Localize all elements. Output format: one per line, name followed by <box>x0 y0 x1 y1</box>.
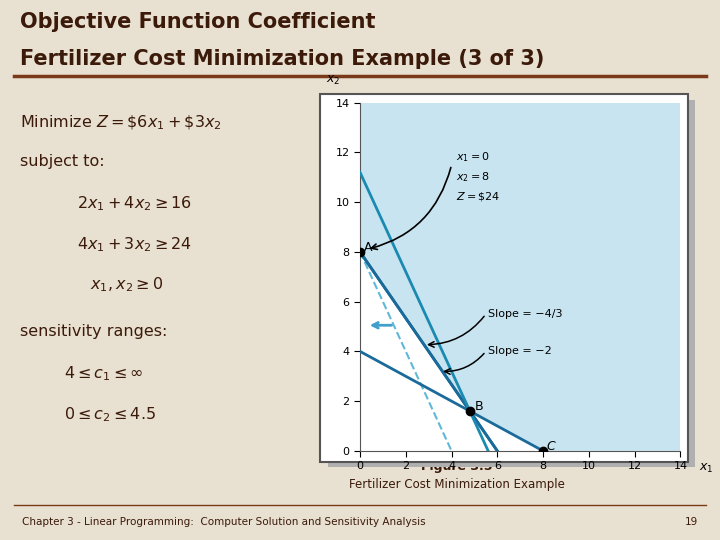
Polygon shape <box>360 103 680 451</box>
Text: C: C <box>546 440 555 453</box>
Text: Slope = −2: Slope = −2 <box>488 346 552 356</box>
Text: Chapter 3 - Linear Programming:  Computer Solution and Sensitivity Analysis: Chapter 3 - Linear Programming: Computer… <box>22 517 426 527</box>
Text: A: A <box>364 241 372 254</box>
Text: $4 \leq c_1 \leq \infty$: $4 \leq c_1 \leq \infty$ <box>64 364 144 383</box>
Text: Fertilizer Cost Minimization Example (3 of 3): Fertilizer Cost Minimization Example (3 … <box>20 49 544 69</box>
Text: $x_1$: $x_1$ <box>698 462 714 475</box>
Text: 19: 19 <box>685 517 698 527</box>
Text: sensitivity ranges:: sensitivity ranges: <box>20 324 167 339</box>
Text: $2x_1 + 4x_2 \geq 16$: $2x_1 + 4x_2 \geq 16$ <box>77 194 192 213</box>
Text: $x_2$: $x_2$ <box>325 73 340 87</box>
Text: subject to:: subject to: <box>20 154 104 169</box>
Text: $Z = \$24$: $Z = \$24$ <box>456 190 500 203</box>
Text: $x_1 = 0$: $x_1 = 0$ <box>456 150 490 164</box>
Text: Slope = −4/3: Slope = −4/3 <box>488 308 562 319</box>
Text: B: B <box>474 400 483 413</box>
Text: Figure 3.5: Figure 3.5 <box>421 461 493 474</box>
Text: $x_1, x_2 \geq 0$: $x_1, x_2 \geq 0$ <box>89 275 163 294</box>
Text: Objective Function Coefficient: Objective Function Coefficient <box>20 12 376 32</box>
Text: Minimize $Z = \$6x_1 + \$3x_2$: Minimize $Z = \$6x_1 + \$3x_2$ <box>20 113 222 132</box>
Text: Fertilizer Cost Minimization Example: Fertilizer Cost Minimization Example <box>349 478 565 491</box>
Text: $x_2 = 8$: $x_2 = 8$ <box>456 170 490 184</box>
Text: $0 \leq c_2 \leq 4.5$: $0 \leq c_2 \leq 4.5$ <box>64 405 156 424</box>
Text: $4x_1 + 3x_2 \geq 24$: $4x_1 + 3x_2 \geq 24$ <box>77 235 192 254</box>
